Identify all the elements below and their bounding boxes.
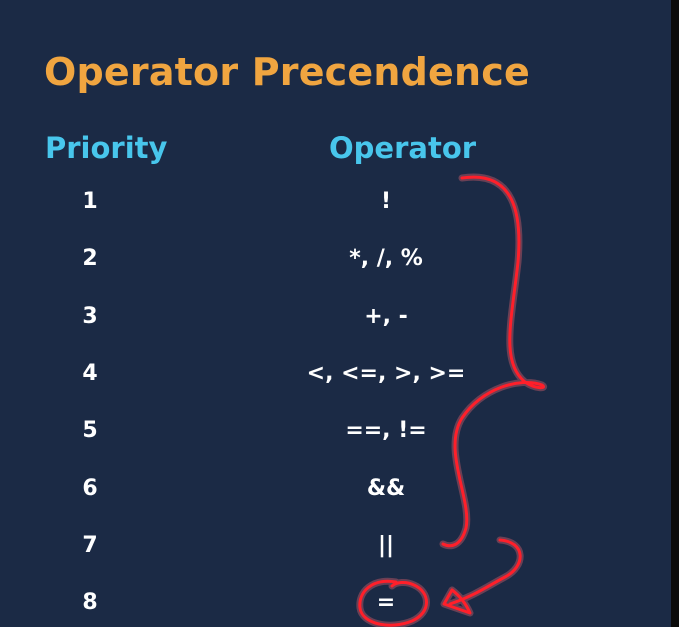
operator-value: *, /, % bbox=[349, 246, 423, 271]
table-row: 8 = bbox=[0, 583, 671, 623]
operator-value: +, - bbox=[364, 304, 408, 329]
table-row: 3 +, - bbox=[0, 297, 671, 337]
priority-value: 4 bbox=[82, 361, 98, 386]
operator-value: ==, != bbox=[345, 418, 427, 443]
operator-value: = bbox=[376, 590, 396, 615]
operator-value: <, <=, >, >= bbox=[306, 361, 466, 386]
table-row: 7 || bbox=[0, 526, 671, 566]
priority-column-header: Priority bbox=[45, 131, 168, 165]
priority-value: 2 bbox=[82, 246, 98, 271]
priority-value: 1 bbox=[82, 189, 98, 214]
priority-value: 6 bbox=[82, 476, 98, 501]
priority-value: 7 bbox=[82, 533, 98, 558]
table-row: 4 <, <=, >, >= bbox=[0, 354, 671, 394]
operator-column-header: Operator bbox=[329, 131, 477, 165]
operator-value: ! bbox=[380, 189, 392, 214]
table-row: 2 *, /, % bbox=[0, 239, 671, 279]
priority-value: 3 bbox=[82, 304, 98, 329]
operator-value: || bbox=[377, 533, 395, 558]
operator-value: && bbox=[366, 476, 406, 501]
slide-title: Operator Precendence bbox=[44, 50, 530, 94]
priority-value: 8 bbox=[82, 590, 98, 615]
table-row: 5 ==, != bbox=[0, 411, 671, 451]
priority-value: 5 bbox=[82, 418, 98, 443]
table-row: 1 ! bbox=[0, 182, 671, 222]
table-row: 6 && bbox=[0, 469, 671, 509]
